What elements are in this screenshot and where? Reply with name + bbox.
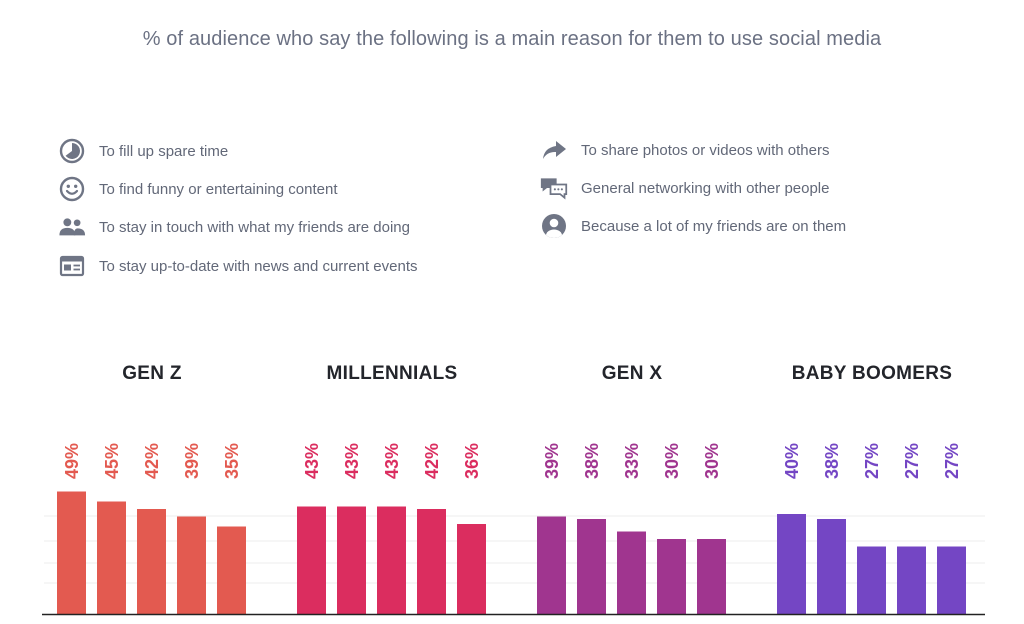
legend-item-funny-content: To find funny or entertaining content <box>58 176 338 202</box>
bar-value-label: 42% <box>142 443 162 479</box>
user-circle-icon <box>540 213 568 239</box>
bar-value-label: 39% <box>542 443 562 479</box>
legend-label: General networking with other people <box>581 179 830 197</box>
bar-value-label: 36% <box>462 443 482 479</box>
bar <box>577 519 606 614</box>
bar <box>937 546 966 614</box>
bar <box>777 514 806 614</box>
bar <box>617 531 646 614</box>
bar-value-label: 43% <box>342 443 362 479</box>
bar <box>177 516 206 614</box>
clock-icon <box>58 138 86 164</box>
group-title-baby-boomers: BABY BOOMERS <box>791 363 953 384</box>
newspaper-icon <box>58 253 86 279</box>
bar <box>817 519 846 614</box>
legend-item-stay-in-touch: To stay in touch with what my friends ar… <box>58 214 410 240</box>
smiley-icon <box>58 176 86 202</box>
bar <box>377 506 406 614</box>
bar-value-label: 30% <box>662 443 682 479</box>
chart-title: % of audience who say the following is a… <box>142 28 882 50</box>
bar-value-label: 45% <box>102 443 122 479</box>
bar <box>697 539 726 614</box>
legend-item-networking: General networking with other people <box>540 175 829 201</box>
legend-label: To fill up spare time <box>99 142 229 160</box>
bar <box>417 509 446 614</box>
bar-value-label: 30% <box>702 443 722 479</box>
bar <box>297 506 326 614</box>
bar-value-label: 39% <box>182 443 202 479</box>
chat-bubbles-icon <box>540 175 568 201</box>
bar <box>537 516 566 614</box>
bar <box>457 524 486 614</box>
legend-label: To stay up-to-date with news and current… <box>99 257 418 275</box>
bar <box>857 546 886 614</box>
bar-value-label: 40% <box>782 443 802 479</box>
bar-value-label: 27% <box>862 443 882 479</box>
legend-item-share-photos: To share photos or videos with others <box>540 137 829 163</box>
bar <box>137 509 166 614</box>
bar-value-label: 33% <box>622 443 642 479</box>
people-icon <box>58 214 86 240</box>
bar-value-label: 38% <box>822 443 842 479</box>
bar-value-label: 49% <box>62 443 82 479</box>
bar-value-label: 35% <box>222 443 242 479</box>
legend-label: Because a lot of my friends are on them <box>581 217 847 235</box>
bar-value-label: 42% <box>422 443 442 479</box>
legend-label: To stay in touch with what my friends ar… <box>99 218 410 236</box>
bar-value-label: 38% <box>582 443 602 479</box>
bar <box>217 526 246 614</box>
legend-label: To share photos or videos with others <box>581 141 830 159</box>
legend-item-friends-on-them: Because a lot of my friends are on them <box>540 213 846 239</box>
group-title-gen-x: GEN X <box>601 363 663 384</box>
bar-value-label: 27% <box>902 443 922 479</box>
legend-item-spare-time: To fill up spare time <box>58 138 228 164</box>
legend-label: To find funny or entertaining content <box>99 180 338 198</box>
bar <box>337 506 366 614</box>
bar <box>57 491 86 614</box>
bar-value-label: 43% <box>382 443 402 479</box>
bar <box>97 501 126 614</box>
share-arrow-icon <box>540 137 568 163</box>
bar-value-label: 27% <box>942 443 962 479</box>
bar-value-label: 43% <box>302 443 322 479</box>
group-title-gen-z: GEN Z <box>122 363 182 384</box>
bar <box>897 546 926 614</box>
group-title-millennials: MILLENNIALS <box>326 363 458 384</box>
legend-item-news: To stay up-to-date with news and current… <box>58 253 418 279</box>
bar <box>657 539 686 614</box>
